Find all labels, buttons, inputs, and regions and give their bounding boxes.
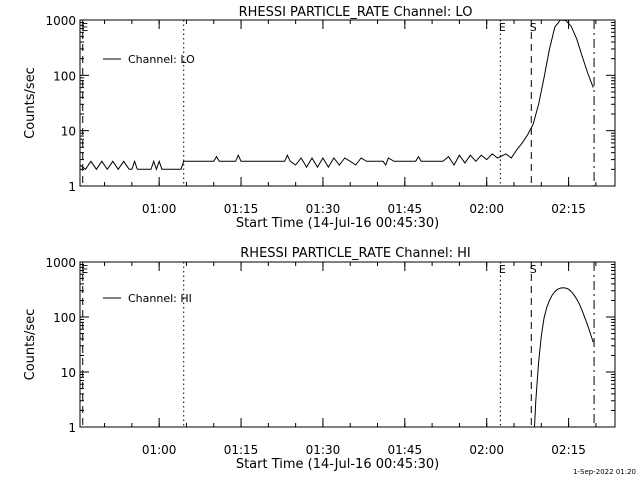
date-stamp: 1-Sep-2022 01:20 [573,468,636,476]
y-tick-label: 10 [61,366,76,380]
y-axis-label: Counts/sec [23,309,38,381]
x-tick-label: 01:15 [224,202,259,216]
event-marker-label: S [530,263,537,276]
x-tick-label: 01:00 [142,443,177,457]
y-tick-label: 1 [68,180,76,194]
event-marker-label: E [499,263,506,276]
event-marker-label: E [81,21,88,34]
y-tick-label: 100 [53,69,76,83]
x-tick-label: 01:00 [142,202,177,216]
y-tick-label: 1000 [45,256,76,270]
x-tick-label: 02:00 [469,443,504,457]
y-tick-label: 100 [53,311,76,325]
legend-label: Channel: LO [128,53,195,66]
chart-title: RHESSI PARTICLE_RATE Channel: HI [240,246,470,261]
series-line-1 [80,20,594,171]
x-tick-label: 01:30 [306,202,341,216]
chart-title: RHESSI PARTICLE_RATE Channel: LO [239,5,473,20]
x-tick-label: 02:15 [551,202,586,216]
x-tick-label: 01:45 [388,443,423,457]
y-axis-label: Counts/sec [23,67,38,139]
event-marker-label: S [530,21,537,34]
chart-panel-2: RHESSI PARTICLE_RATE Channel: HI 1 10 100 10… [23,246,616,472]
x-tick-label: 01:30 [306,443,341,457]
x-tick-label: 02:15 [551,443,586,457]
event-marker-label: E [81,263,88,276]
x-tick-label: 01:15 [224,443,259,457]
plot-frame [79,261,616,428]
y-tick-label: 1000 [45,14,76,28]
y-tick-label: 1 [68,421,76,435]
series-line-1 [534,287,594,427]
x-axis-label: Start Time (14-Jul-16 00:45:30) [236,216,439,231]
plot-frame [79,19,616,187]
x-tick-label: 01:45 [388,202,423,216]
event-marker-label: E [499,21,506,34]
x-axis-label: Start Time (14-Jul-16 00:45:30) [236,457,439,472]
chart-panel-1: RHESSI PARTICLE_RATE Channel: LO 1 10 100 10… [23,5,616,231]
x-tick-label: 02:00 [469,202,504,216]
y-tick-label: 10 [61,125,76,139]
legend-label: Channel: HI [128,292,192,305]
